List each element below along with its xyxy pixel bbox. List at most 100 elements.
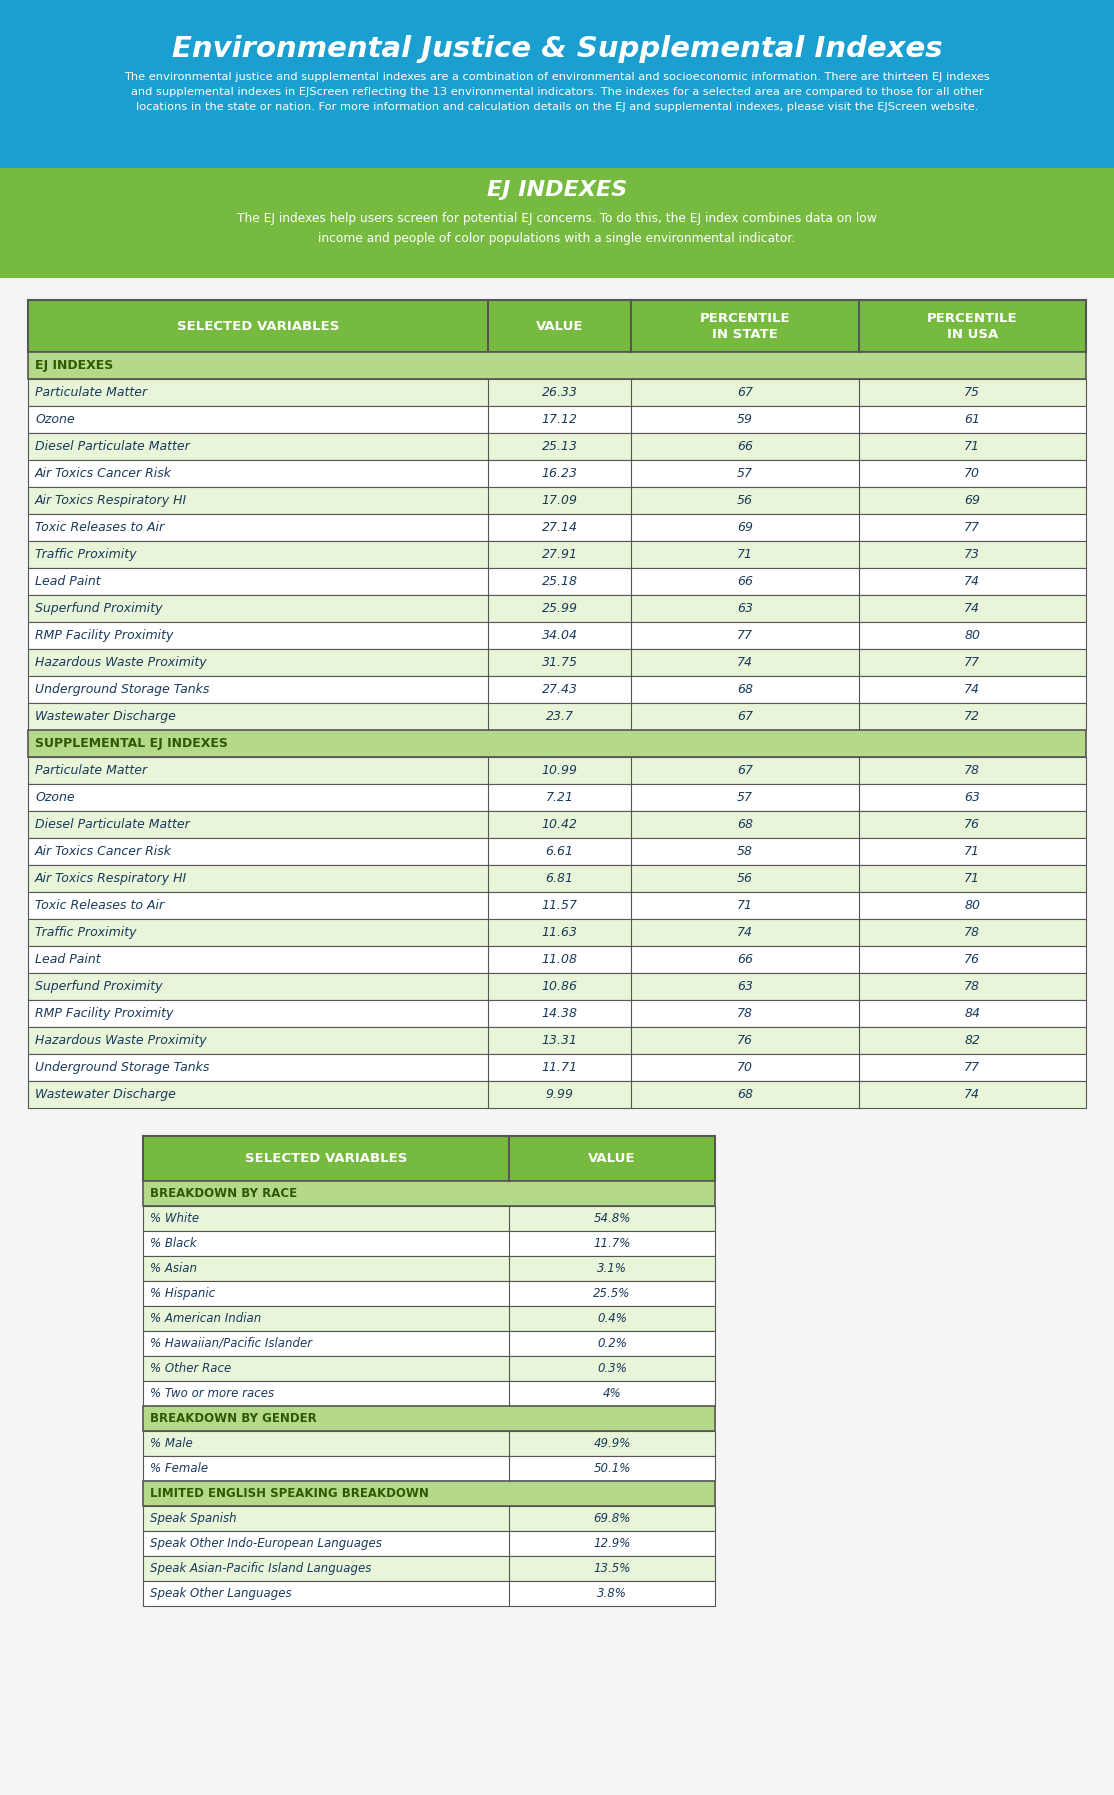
Text: 78: 78 bbox=[965, 765, 980, 777]
Bar bbox=[28, 731, 1086, 757]
Text: 49.9%: 49.9% bbox=[594, 1438, 631, 1450]
Bar bbox=[28, 1027, 1086, 1054]
Text: 71: 71 bbox=[736, 547, 753, 562]
Text: EJ INDEXES: EJ INDEXES bbox=[35, 359, 114, 372]
Text: SELECTED VARIABLES: SELECTED VARIABLES bbox=[177, 320, 340, 332]
Text: 12.9%: 12.9% bbox=[594, 1537, 631, 1551]
Text: 71: 71 bbox=[965, 872, 980, 885]
Text: Speak Asian-Pacific Island Languages: Speak Asian-Pacific Island Languages bbox=[150, 1562, 371, 1574]
Text: % Male: % Male bbox=[150, 1438, 193, 1450]
Text: 78: 78 bbox=[965, 980, 980, 993]
Text: 11.57: 11.57 bbox=[541, 899, 578, 912]
Bar bbox=[143, 1556, 715, 1581]
Text: BREAKDOWN BY RACE: BREAKDOWN BY RACE bbox=[150, 1186, 297, 1201]
Bar bbox=[143, 1531, 715, 1556]
Text: Particulate Matter: Particulate Matter bbox=[35, 386, 147, 398]
Text: 63: 63 bbox=[965, 792, 980, 804]
Text: 6.81: 6.81 bbox=[546, 872, 574, 885]
Text: 0.3%: 0.3% bbox=[597, 1362, 627, 1375]
Text: Air Toxics Cancer Risk: Air Toxics Cancer Risk bbox=[35, 467, 172, 479]
Bar bbox=[28, 946, 1086, 973]
Text: BREAKDOWN BY GENDER: BREAKDOWN BY GENDER bbox=[150, 1413, 316, 1425]
Text: 13.31: 13.31 bbox=[541, 1034, 578, 1046]
Text: 69: 69 bbox=[736, 521, 753, 533]
Bar bbox=[28, 757, 1086, 784]
Bar bbox=[143, 1231, 715, 1256]
Text: 63: 63 bbox=[736, 980, 753, 993]
Text: 11.08: 11.08 bbox=[541, 953, 578, 966]
Text: PERCENTILE
IN USA: PERCENTILE IN USA bbox=[927, 312, 1017, 341]
Text: 67: 67 bbox=[736, 765, 753, 777]
Text: 76: 76 bbox=[736, 1034, 753, 1046]
Bar bbox=[28, 352, 1086, 379]
Text: 26.33: 26.33 bbox=[541, 386, 578, 398]
Text: 4%: 4% bbox=[603, 1388, 622, 1400]
Text: 67: 67 bbox=[736, 711, 753, 723]
Text: 74: 74 bbox=[965, 1088, 980, 1100]
Text: Air Toxics Respiratory HI: Air Toxics Respiratory HI bbox=[35, 494, 187, 506]
Text: 74: 74 bbox=[965, 601, 980, 616]
Text: % White: % White bbox=[150, 1212, 199, 1224]
Text: % Female: % Female bbox=[150, 1461, 208, 1475]
Text: Toxic Releases to Air: Toxic Releases to Air bbox=[35, 899, 164, 912]
Text: 77: 77 bbox=[736, 628, 753, 643]
Text: 69: 69 bbox=[965, 494, 980, 506]
Text: Diesel Particulate Matter: Diesel Particulate Matter bbox=[35, 440, 189, 452]
Bar bbox=[28, 460, 1086, 486]
Text: 57: 57 bbox=[736, 467, 753, 479]
Text: RMP Facility Proximity: RMP Facility Proximity bbox=[35, 1007, 174, 1020]
Text: 3.1%: 3.1% bbox=[597, 1262, 627, 1274]
Text: 0.4%: 0.4% bbox=[597, 1312, 627, 1325]
Text: SELECTED VARIABLES: SELECTED VARIABLES bbox=[245, 1152, 408, 1165]
Bar bbox=[28, 865, 1086, 892]
Text: Lead Paint: Lead Paint bbox=[35, 574, 100, 589]
Bar bbox=[143, 1355, 715, 1380]
Text: 71: 71 bbox=[736, 899, 753, 912]
Text: 63: 63 bbox=[736, 601, 753, 616]
Text: PERCENTILE
IN STATE: PERCENTILE IN STATE bbox=[700, 312, 790, 341]
Text: 71: 71 bbox=[965, 440, 980, 452]
Text: Lead Paint: Lead Paint bbox=[35, 953, 100, 966]
Text: 61: 61 bbox=[965, 413, 980, 425]
Text: 66: 66 bbox=[736, 574, 753, 589]
Bar bbox=[28, 433, 1086, 460]
Text: 75: 75 bbox=[965, 386, 980, 398]
Text: 7.21: 7.21 bbox=[546, 792, 574, 804]
Text: % Black: % Black bbox=[150, 1237, 197, 1249]
Text: Hazardous Waste Proximity: Hazardous Waste Proximity bbox=[35, 655, 206, 670]
Text: % Hispanic: % Hispanic bbox=[150, 1287, 215, 1300]
Text: 25.5%: 25.5% bbox=[594, 1287, 631, 1300]
Bar bbox=[28, 300, 1086, 352]
Text: 78: 78 bbox=[965, 926, 980, 939]
Bar bbox=[28, 704, 1086, 731]
Text: % Hawaiian/Pacific Islander: % Hawaiian/Pacific Islander bbox=[150, 1337, 312, 1350]
Bar bbox=[143, 1506, 715, 1531]
Text: Ozone: Ozone bbox=[35, 792, 75, 804]
Text: 0.2%: 0.2% bbox=[597, 1337, 627, 1350]
Text: 17.12: 17.12 bbox=[541, 413, 578, 425]
Text: Traffic Proximity: Traffic Proximity bbox=[35, 547, 137, 562]
Bar bbox=[28, 811, 1086, 838]
Bar bbox=[143, 1136, 715, 1181]
Text: 77: 77 bbox=[965, 655, 980, 670]
Bar bbox=[28, 1000, 1086, 1027]
Text: 80: 80 bbox=[965, 899, 980, 912]
Text: Air Toxics Cancer Risk: Air Toxics Cancer Risk bbox=[35, 845, 172, 858]
Bar bbox=[143, 1481, 715, 1506]
Text: 27.43: 27.43 bbox=[541, 684, 578, 696]
Text: Underground Storage Tanks: Underground Storage Tanks bbox=[35, 684, 209, 696]
Text: 70: 70 bbox=[736, 1061, 753, 1073]
Bar bbox=[143, 1307, 715, 1332]
Text: 6.61: 6.61 bbox=[546, 845, 574, 858]
Text: Wastewater Discharge: Wastewater Discharge bbox=[35, 711, 176, 723]
Bar bbox=[143, 1332, 715, 1355]
Bar bbox=[28, 892, 1086, 919]
Text: Traffic Proximity: Traffic Proximity bbox=[35, 926, 137, 939]
Text: 57: 57 bbox=[736, 792, 753, 804]
Text: 78: 78 bbox=[736, 1007, 753, 1020]
Bar bbox=[28, 1054, 1086, 1081]
Text: 68: 68 bbox=[736, 1088, 753, 1100]
Text: 23.7: 23.7 bbox=[546, 711, 574, 723]
Text: 58: 58 bbox=[736, 845, 753, 858]
Text: 76: 76 bbox=[965, 953, 980, 966]
